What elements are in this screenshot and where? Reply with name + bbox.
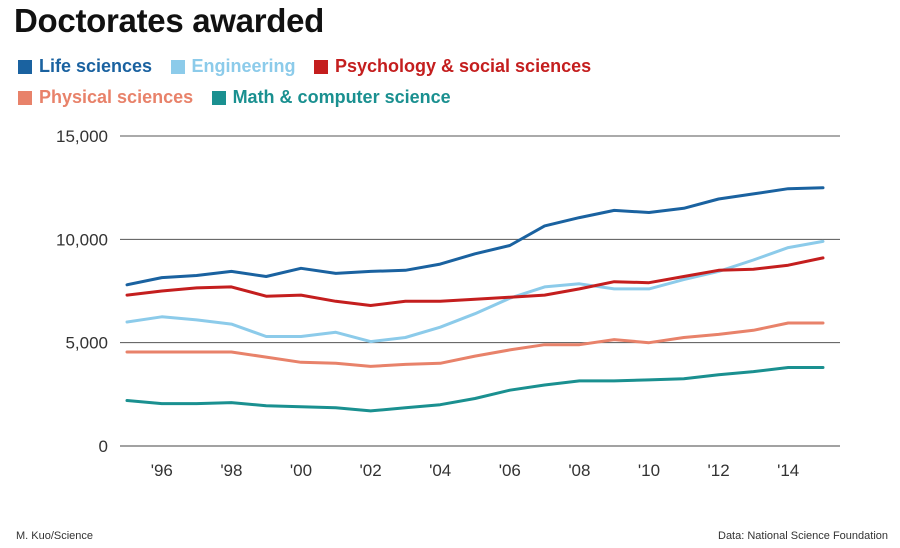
x-tick-label: '10	[638, 461, 660, 480]
series-line-physical-sciences	[125, 321, 825, 368]
series-line-psychology-social-sciences	[125, 256, 825, 307]
legend-label-psychology-social-sciences: Psychology & social sciences	[334, 56, 592, 76]
x-tick-label: '04	[429, 461, 451, 480]
legend-swatch-physical-sciences	[18, 90, 32, 105]
legend-swatch-engineering	[170, 59, 185, 74]
legend-swatch-psychology-social-sciences	[313, 59, 328, 74]
y-tick-label: 15,000	[56, 127, 108, 146]
series-line-engineering	[125, 239, 825, 344]
legend-item-psychology-social-sciences: Psychology & social sciences	[313, 56, 592, 77]
x-tick-label: '02	[360, 461, 382, 480]
legend-item-math-computer-science: Math & computer science	[211, 87, 451, 108]
x-tick-label: '08	[568, 461, 590, 480]
legend-swatch-math-computer-science	[211, 90, 226, 105]
legend-row-1: Life sciences Engineering Psychology & s…	[18, 56, 605, 79]
x-tick-label: '14	[777, 461, 799, 480]
series-line-math-computer-science	[125, 366, 825, 413]
legend-label-engineering: Engineering	[191, 56, 296, 76]
chart-title: Doctorates awarded	[14, 2, 325, 39]
y-tick-label: 0	[99, 437, 108, 456]
x-tick-label: '12	[708, 461, 730, 480]
legend-label-life-sciences: Life sciences	[39, 56, 153, 76]
x-tick-label: '00	[290, 461, 312, 480]
legend-label-physical-sciences: Physical sciences	[39, 87, 194, 107]
x-tick-label: '98	[220, 461, 242, 480]
legend-item-physical-sciences: Physical sciences	[18, 87, 193, 108]
y-tick-label: 10,000	[56, 230, 108, 249]
legend-item-life-sciences: Life sciences	[18, 56, 152, 77]
x-tick-label: '06	[499, 461, 521, 480]
legend-label-math-computer-science: Math & computer science	[232, 87, 451, 107]
x-tick-label: '96	[151, 461, 173, 480]
credit-text: M. Kuo/Science	[16, 530, 94, 542]
source-text: Data: National Science Foundation	[718, 530, 888, 542]
legend-row-2: Physical sciences Math & computer scienc…	[18, 87, 465, 110]
legend-swatch-life-sciences	[18, 59, 32, 74]
legend-item-engineering: Engineering	[170, 56, 296, 77]
series-line-life-sciences	[125, 186, 825, 287]
y-tick-label: 5,000	[65, 334, 108, 353]
